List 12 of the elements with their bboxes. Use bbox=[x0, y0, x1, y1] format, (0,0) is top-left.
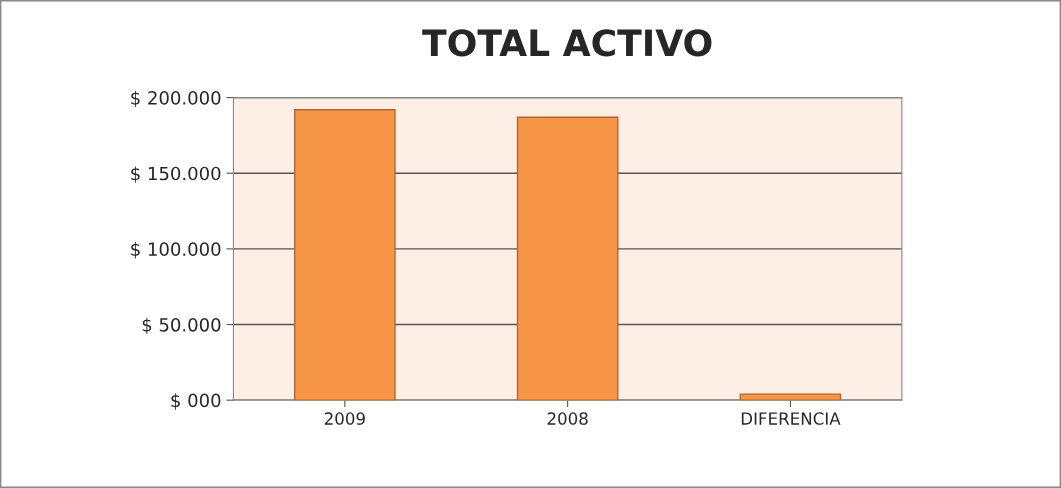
bar bbox=[739, 393, 842, 401]
bar bbox=[516, 116, 619, 401]
x-tick-label: 2009 bbox=[324, 412, 365, 425]
y-tick-label: $ 150.000 bbox=[131, 166, 221, 183]
x-tick-label: 2008 bbox=[547, 412, 588, 425]
y-tick-label: $ 50.000 bbox=[142, 317, 221, 335]
y-tick-label: $ 100.000 bbox=[131, 242, 221, 259]
bar bbox=[293, 109, 396, 401]
x-tick-label: DIFERENCIA bbox=[741, 412, 841, 425]
chart-title: TOTAL ACTIVO bbox=[422, 29, 712, 57]
y-tick-label: $ 200.000 bbox=[131, 90, 221, 108]
y-tick-label: $ 000 bbox=[171, 393, 221, 410]
